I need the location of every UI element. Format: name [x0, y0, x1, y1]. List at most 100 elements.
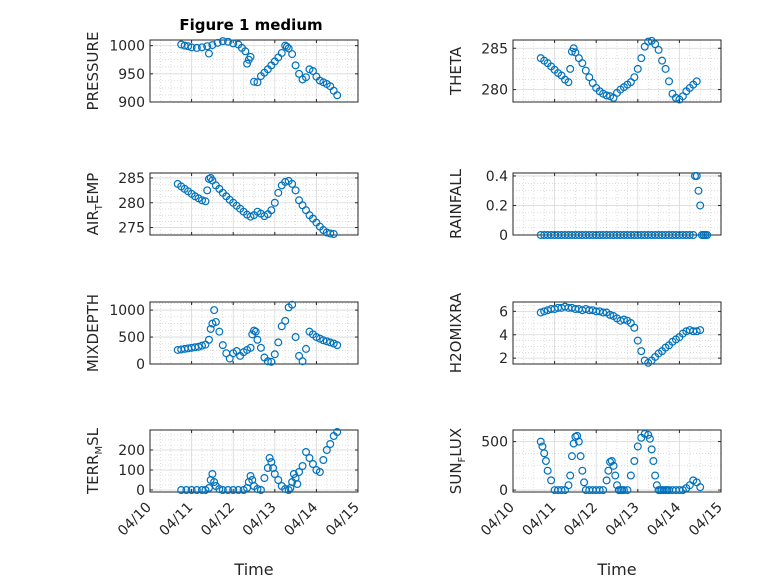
data-point: [281, 316, 290, 325]
data-point: [260, 474, 269, 483]
series-h2omixra: [536, 302, 705, 367]
data-point: [692, 327, 701, 336]
data-point: [329, 230, 338, 239]
data-point: [333, 341, 342, 350]
data-point: [291, 61, 300, 70]
data-point: [574, 54, 583, 63]
x-tick-label: 04/14: [281, 499, 321, 539]
data-point: [580, 478, 589, 487]
series-theta: [536, 36, 701, 104]
axes-frame: [512, 39, 722, 103]
data-point: [265, 454, 274, 463]
data-point: [595, 486, 604, 495]
data-point: [218, 341, 227, 350]
data-point: [295, 69, 304, 78]
y-tick-label: 0: [499, 483, 508, 499]
data-point: [288, 179, 297, 188]
data-point: [640, 42, 649, 51]
data-point: [267, 357, 276, 366]
y-tick-label: 285: [118, 171, 145, 187]
data-point: [263, 464, 272, 473]
data-point: [302, 73, 311, 82]
data-point: [326, 440, 335, 449]
data-point: [644, 430, 653, 439]
data-point: [547, 476, 556, 485]
data-point: [293, 480, 302, 489]
subplot-h2omixra: 2 4 6 H2OMIXRA: [447, 292, 722, 373]
data-point: [177, 486, 186, 495]
series-rainfall: [536, 171, 712, 240]
y-tick-label: 500: [118, 330, 145, 346]
data-point: [182, 486, 191, 495]
data-point: [604, 466, 613, 475]
data-point: [274, 476, 283, 485]
data-point: [602, 476, 611, 485]
data-point: [581, 66, 590, 75]
data-point: [250, 77, 259, 86]
data-point: [263, 357, 272, 366]
data-point: [187, 486, 196, 495]
y-tick-label: 0: [136, 483, 145, 499]
data-point: [322, 337, 331, 346]
data-point: [224, 486, 233, 495]
data-point: [246, 343, 255, 352]
data-point: [543, 466, 552, 475]
data-point: [204, 49, 213, 58]
figure-title: Figure 1 medium: [179, 16, 322, 34]
data-point: [623, 486, 632, 495]
data-point: [208, 470, 217, 479]
data-point: [566, 64, 575, 73]
data-point: [204, 335, 213, 344]
data-point: [696, 201, 705, 210]
y-axis-label: RAINFALL: [447, 168, 465, 239]
data-point: [557, 486, 566, 495]
data-point: [651, 40, 660, 49]
data-point: [274, 338, 283, 347]
series-air-temp: [173, 173, 338, 239]
data-point: [208, 41, 217, 50]
data-point: [246, 52, 255, 61]
data-point: [251, 327, 260, 336]
axes-frame: [512, 301, 722, 365]
y-axis-label: THETA: [447, 46, 465, 96]
data-point: [599, 308, 608, 317]
data-point: [566, 471, 575, 480]
y-tick-label: 900: [118, 95, 145, 111]
data-point: [229, 39, 238, 48]
data-point: [288, 300, 297, 309]
data-point: [218, 37, 227, 46]
subplot-sun-flux: 04/10 04/11 04/12 04/13 04/14 04/15 0 500 SUNFLU…: [447, 428, 726, 579]
data-point: [281, 485, 290, 494]
data-point: [326, 338, 335, 347]
data-point: [298, 462, 307, 471]
data-point: [696, 326, 705, 335]
subplot-mixdepth: 0 500 1000 MIXDEPTH: [84, 294, 359, 373]
axes-frame: [149, 429, 359, 493]
x-tick-label: 04/11: [157, 500, 197, 540]
series-mixdepth: [173, 300, 342, 366]
data-point: [270, 198, 279, 207]
data-point: [644, 37, 653, 46]
data-point: [541, 457, 550, 466]
x-tick-label: 04/15: [323, 500, 363, 540]
data-point: [291, 186, 300, 195]
y-tick-label: 275: [118, 221, 145, 237]
data-point: [326, 229, 335, 238]
data-point: [585, 73, 594, 82]
data-point: [211, 317, 220, 326]
data-point: [685, 231, 694, 240]
y-axis-label: H2OMIXRA: [447, 292, 465, 373]
y-tick-label: 0: [499, 228, 508, 244]
data-point: [675, 486, 684, 495]
data-point: [204, 484, 213, 493]
axes-frame: [149, 39, 359, 103]
data-point: [333, 428, 342, 437]
data-point: [606, 310, 615, 319]
axes-frame: [149, 301, 359, 365]
data-point: [664, 77, 673, 86]
data-point: [198, 196, 207, 205]
data-point: [630, 323, 639, 332]
data-point: [329, 86, 338, 95]
